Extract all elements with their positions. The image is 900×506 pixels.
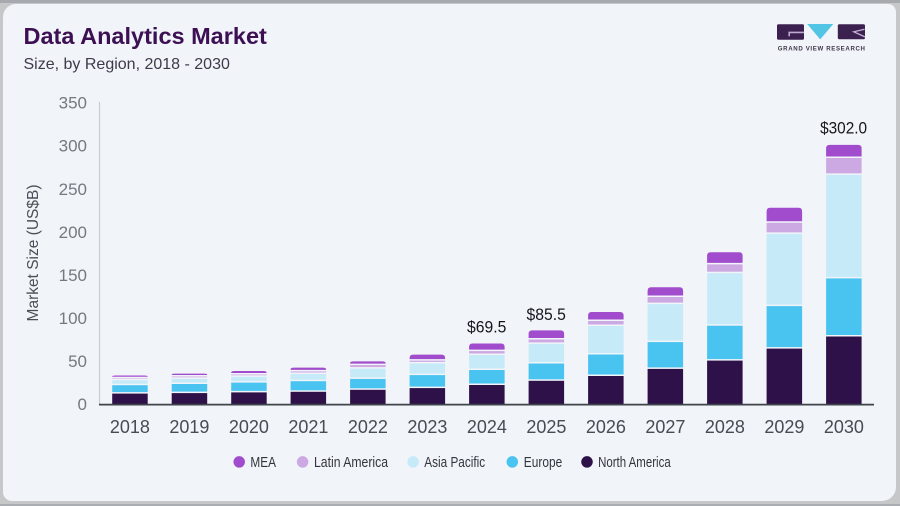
svg-text:300: 300 — [59, 137, 87, 156]
svg-text:2024: 2024 — [467, 417, 507, 437]
svg-text:2025: 2025 — [526, 417, 566, 437]
svg-text:Europe: Europe — [524, 455, 562, 471]
svg-text:2023: 2023 — [407, 417, 447, 437]
svg-text:2019: 2019 — [169, 417, 209, 437]
svg-text:North America: North America — [598, 455, 671, 471]
svg-text:100: 100 — [59, 309, 87, 328]
svg-text:Market Size (US$B): Market Size (US$B) — [25, 185, 42, 322]
svg-text:0: 0 — [78, 395, 87, 414]
svg-text:2029: 2029 — [764, 417, 804, 437]
svg-text:2026: 2026 — [586, 417, 626, 437]
svg-text:200: 200 — [59, 223, 87, 242]
svg-text:2020: 2020 — [229, 417, 269, 437]
svg-text:2022: 2022 — [348, 417, 388, 437]
svg-text:2030: 2030 — [824, 417, 864, 437]
svg-text:Asia Pacific: Asia Pacific — [424, 455, 485, 471]
svg-text:Data Analytics Market: Data Analytics Market — [24, 23, 268, 49]
svg-text:GRAND VIEW RESEARCH: GRAND VIEW RESEARCH — [778, 46, 866, 53]
svg-text:50: 50 — [68, 352, 87, 371]
svg-text:$85.5: $85.5 — [527, 305, 566, 324]
svg-text:250: 250 — [59, 180, 87, 199]
svg-text:150: 150 — [59, 266, 87, 285]
svg-text:$302.0: $302.0 — [820, 118, 867, 137]
svg-text:2028: 2028 — [705, 417, 745, 437]
svg-text:$69.5: $69.5 — [467, 318, 506, 337]
svg-text:2027: 2027 — [645, 417, 685, 437]
svg-text:2021: 2021 — [288, 417, 328, 437]
svg-text:350: 350 — [59, 94, 87, 113]
svg-text:2018: 2018 — [110, 417, 150, 437]
svg-text:Size, by Region, 2018 - 2030: Size, by Region, 2018 - 2030 — [24, 56, 230, 73]
svg-text:Latin America: Latin America — [314, 455, 389, 471]
svg-text:MEA: MEA — [250, 455, 276, 471]
